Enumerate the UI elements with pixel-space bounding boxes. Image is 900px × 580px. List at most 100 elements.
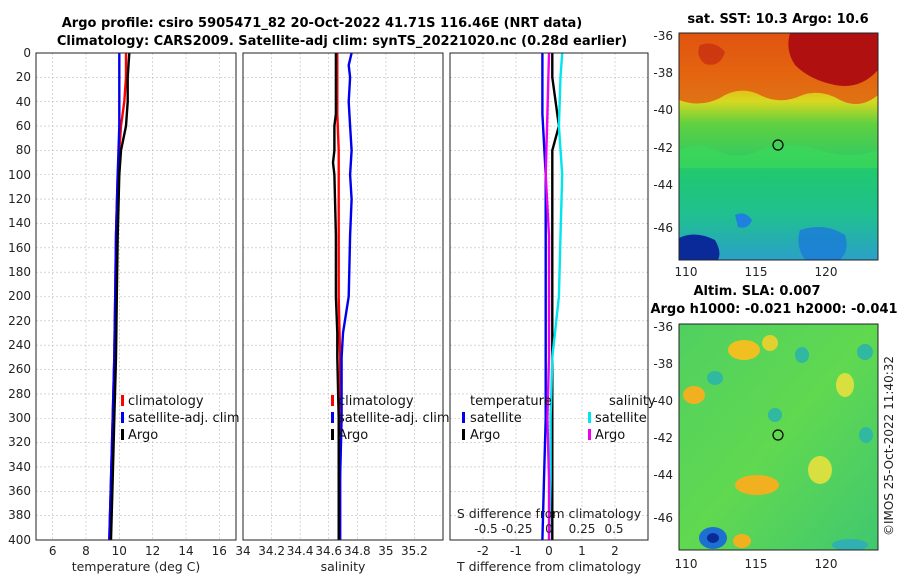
argo-location-marker: [772, 429, 784, 441]
legend-swatch-argo: [121, 429, 124, 440]
ytick-320: 320: [8, 435, 31, 449]
sla-title2: Argo h1000: -0.021 h2000: -0.041: [650, 302, 897, 317]
sla-background: [679, 324, 878, 550]
xtick-6: 6: [49, 544, 57, 558]
xtick-minus2: -2: [477, 544, 489, 558]
ytick-260: 260: [8, 362, 31, 376]
ytick-380: 380: [8, 508, 31, 522]
xtick-34: 34: [235, 544, 250, 558]
sst-ytick--44: -44: [653, 178, 673, 192]
difference-frame: [449, 52, 649, 541]
sla-high-6: [735, 475, 779, 495]
sla-ytick--42: -42: [653, 431, 673, 445]
difference-xlabel: T difference from climatology: [456, 559, 642, 574]
sla-yticks: -36 -38 -40 -42 -44 -46: [653, 320, 673, 525]
xtick-12: 12: [145, 544, 160, 558]
series-t-argo: [551, 53, 561, 540]
legend-s-argo: Argo: [595, 428, 625, 443]
sst-ytick--40: -40: [653, 103, 673, 117]
sla-low-3: [857, 344, 873, 360]
series-satellite-adj-clim: [108, 53, 121, 541]
title-line1: Argo profile: csiro 5905471_82 20-Oct-20…: [62, 16, 583, 31]
ytick-340: 340: [8, 460, 31, 474]
sla-title1: Altim. SLA: 0.007: [694, 284, 821, 299]
difference-panel: -2 -1 0 1 2 T difference from climatolog…: [449, 52, 656, 574]
salinity-panel: 34 34.2 34.4 34.6 34.8 35 35.2 salinity …: [235, 52, 450, 574]
xtick-14: 14: [178, 544, 193, 558]
xtick-2: 2: [611, 544, 619, 558]
xtick-8: 8: [82, 544, 90, 558]
temperature-xlabel: temperature (deg C): [72, 559, 201, 574]
imos-watermark: ©IMOS 25-Oct-2022 11:40:32: [882, 356, 896, 536]
series-t-satellite: [541, 53, 547, 541]
xtick-34.8: 34.8: [344, 544, 371, 558]
cold-southwest: [679, 234, 720, 260]
hot-eddy-east: [788, 33, 878, 86]
cool-patch: [735, 213, 752, 228]
legend-argo: Argo: [338, 428, 368, 443]
temperature-xticks: 6 8 10 12 14 16: [49, 544, 227, 558]
sst-title: sat. SST: 10.3 Argo: 10.6: [687, 12, 868, 27]
legend-swatch-climatology: [121, 395, 124, 406]
ytick-120: 120: [8, 192, 31, 206]
difference-top-xticks: -0.5 -0.25 0 0.25 0.5: [474, 522, 623, 536]
cool-south: [798, 226, 847, 260]
legend-satellite-adj: satellite-adj. clim: [338, 411, 450, 426]
sla-low-5: [859, 427, 873, 443]
temperature-legend: climatology satellite-adj. clim Argo: [121, 394, 240, 443]
xtick-top-minus0.5: -0.5: [474, 522, 497, 536]
ytick-240: 240: [8, 338, 31, 352]
salinity-xticks: 34 34.2 34.4 34.6 34.8 35 35.2: [235, 544, 427, 558]
xtick-top-0.5: 0.5: [604, 522, 623, 536]
sst-xtick-120: 120: [815, 265, 838, 279]
sla-low-1: [707, 371, 723, 385]
legend-t-argo: Argo: [470, 428, 500, 443]
xtick-34.6: 34.6: [315, 544, 342, 558]
sla-xtick-110: 110: [675, 557, 698, 571]
sla-field: [679, 324, 878, 550]
sla-high-3: [683, 386, 705, 404]
sla-ytick--46: -46: [653, 511, 673, 525]
legend-satellite-adj: satellite-adj. clim: [128, 411, 240, 426]
legend-swatch-s-argo: [588, 429, 591, 440]
sla-ytick--40: -40: [653, 394, 673, 408]
ytick-300: 300: [8, 411, 31, 425]
salinity-legend: climatology satellite-adj. clim Argo: [331, 394, 450, 443]
xtick-34.2: 34.2: [258, 544, 285, 558]
sla-ytick--36: -36: [653, 320, 673, 334]
legend-swatch-t-satellite: [462, 412, 465, 423]
sla-xtick-120: 120: [815, 557, 838, 571]
hot-eddy-west: [698, 43, 725, 65]
legend-swatch-climatology: [331, 395, 334, 406]
ytick-280: 280: [8, 387, 31, 401]
sla-low-7: [832, 539, 868, 550]
ytick-140: 140: [8, 216, 31, 230]
sla-map: Altim. SLA: 0.007 Argo h1000: -0.021 h20…: [650, 284, 897, 571]
salinity-grid: [242, 52, 443, 541]
xtick-0: 0: [545, 544, 553, 558]
legend-swatch-satellite: [121, 412, 124, 423]
series-argo: [331, 53, 340, 540]
sst-map: sat. SST: 10.3 Argo: 10.6 -36 -38 -40 -4…: [653, 12, 879, 279]
sst-frame: [678, 32, 879, 261]
legend-argo: Argo: [128, 428, 158, 443]
difference-xticks: -2 -1 0 1 2: [477, 544, 619, 558]
sla-high-1: [728, 340, 760, 360]
xtick-16: 16: [212, 544, 227, 558]
xtick-minus1: -1: [510, 544, 522, 558]
ytick-180: 180: [8, 265, 31, 279]
sla-high-5: [808, 456, 832, 484]
sst-yticks: -36 -38 -40 -42 -44 -46: [653, 29, 673, 235]
legend-title-temperature: temperature: [470, 394, 552, 409]
ytick-220: 220: [8, 314, 31, 328]
sla-high-4: [836, 373, 854, 397]
sst-xtick-115: 115: [745, 265, 768, 279]
sla-high-7: [733, 534, 751, 548]
legend-swatch-t-argo: [462, 429, 465, 440]
ytick-100: 100: [8, 168, 31, 182]
series-s-satellite: [547, 52, 564, 541]
difference-legend: temperature salinity satellite Argo sate…: [462, 394, 656, 443]
temperature-panel: 0 20 40 60 80 100 120 140 160 180 200 22…: [8, 46, 240, 574]
sla-low-4: [768, 408, 782, 422]
difference-lines: [541, 52, 564, 541]
